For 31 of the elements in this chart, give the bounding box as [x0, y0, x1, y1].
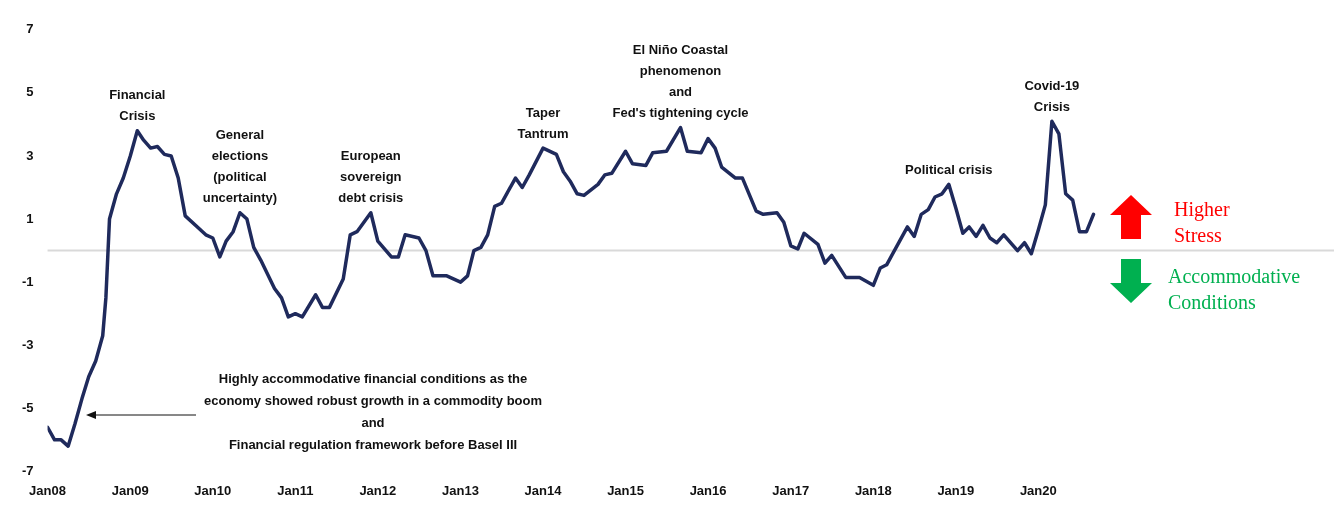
y-tick-label: 1 — [26, 210, 34, 226]
y-tick-label: -1 — [22, 273, 34, 289]
x-tick-label: Jan11 — [277, 482, 314, 498]
x-tick-label: Jan13 — [442, 482, 479, 498]
x-tick-label: Jan08 — [29, 482, 66, 498]
x-tick-label: Jan14 — [524, 482, 563, 498]
annotation: Political crisis — [905, 161, 993, 177]
x-tick-label: Jan20 — [1019, 482, 1057, 498]
annotation: El Niño Coastal phenomenon and Fed's tightening cycle — [612, 42, 749, 121]
x-tick-label: Jan10 — [194, 482, 232, 498]
annotation: General elections (political uncertainty) — [202, 127, 278, 206]
annotation: European sovereign debt crisis — [338, 148, 404, 206]
y-tick-label: -3 — [22, 336, 34, 352]
x-tick-label: Jan12 — [359, 482, 397, 498]
annotation: Covid-19 Crisis — [1024, 77, 1080, 114]
x-tick-label: Jan15 — [607, 482, 644, 498]
annotation: Financial Crisis — [109, 87, 166, 124]
y-tick-label: 7 — [26, 21, 34, 37]
y-tick-label: -7 — [22, 462, 34, 478]
x-tick-label: Jan18 — [854, 482, 892, 498]
annotation: Accommodative Conditions — [1168, 264, 1301, 315]
y-tick-label: 5 — [26, 84, 34, 100]
y-tick-label: -5 — [22, 399, 34, 415]
x-tick-label: Jan17 — [772, 482, 810, 498]
annotation: Highly accommodative financial conditions as the economy showed robust growth in a commodity boom and Financial regulation framework before Basel III — [204, 370, 543, 454]
annotation: Higher Stress — [1174, 197, 1230, 248]
y-tick-label: 3 — [26, 147, 34, 163]
x-tick-label: Jan09 — [111, 482, 149, 498]
x-tick-label: Jan19 — [937, 482, 975, 498]
x-tick-label: Jan16 — [689, 482, 727, 498]
annotation: Taper Tantrum — [517, 104, 569, 141]
